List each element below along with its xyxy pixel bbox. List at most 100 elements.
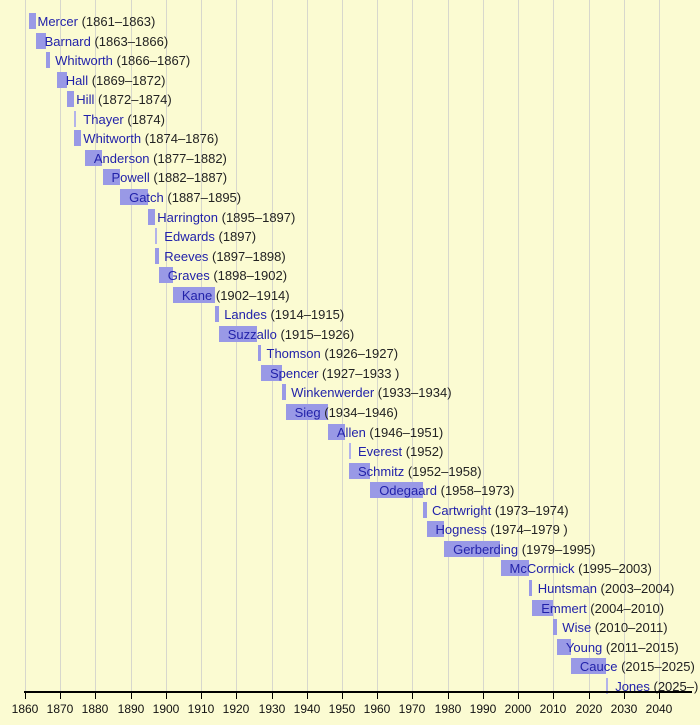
president-name[interactable]: Edwards — [164, 229, 215, 245]
president-name[interactable]: Whitworth — [83, 131, 142, 147]
axis-tick-label: 1930 — [258, 702, 286, 716]
president-name[interactable]: Reeves — [164, 248, 209, 264]
president-name[interactable]: Spencer — [270, 365, 319, 381]
president-name[interactable]: Landes — [224, 307, 267, 323]
axis-tick-label: 2020 — [575, 702, 603, 716]
term-bar — [155, 247, 159, 264]
president-name[interactable]: Kane — [181, 287, 213, 303]
term-years: (1874) — [123, 111, 165, 127]
axis-tick — [483, 693, 484, 699]
president-name[interactable]: Powell — [111, 170, 150, 186]
president-name[interactable]: Sieg — [294, 405, 321, 420]
timeline-row-label: Anderson (1877–1882) — [94, 151, 227, 166]
timeline-row-label: Harrington (1895–1897) — [157, 210, 295, 225]
term-bar — [158, 267, 173, 284]
term-bar — [532, 599, 554, 616]
timeline-row-label: Suzzallo (1915–1926) — [228, 327, 354, 342]
timeline-row-label: Hogness (1974–1979 ) — [436, 522, 568, 537]
axis-tick-label: 1870 — [46, 702, 74, 716]
term-bar — [423, 501, 427, 518]
term-bar — [56, 71, 68, 88]
president-name[interactable]: Thomson — [266, 346, 321, 362]
term-bar — [28, 13, 36, 29]
term-bar — [46, 52, 50, 69]
president-name[interactable]: Graves — [167, 268, 210, 284]
term-years: (2010–2011) — [591, 620, 668, 636]
term-years: (2015–2025) — [617, 659, 695, 675]
president-name[interactable]: Cauce — [579, 659, 618, 675]
term-bar — [172, 286, 216, 303]
term-years: (1952) — [402, 444, 444, 460]
timeline-row-label: Powell (1882–1887) — [112, 170, 228, 185]
timeline-row-label: Cartwright (1973–1974) — [432, 503, 569, 518]
president-name[interactable]: Wise — [562, 620, 592, 636]
president-name[interactable]: Allen — [336, 424, 366, 440]
president-name[interactable]: Everest — [358, 444, 403, 460]
axis-tick-label: 1960 — [363, 702, 391, 716]
timeline-row-label: Thomson (1926–1927) — [267, 346, 399, 361]
president-name[interactable]: Huntsman — [537, 581, 597, 596]
president-name[interactable]: Cartwright — [432, 502, 492, 518]
president-name[interactable]: Gerberding — [453, 541, 519, 557]
decade-gridline — [589, 0, 590, 692]
term-years: (1863–1866) — [90, 33, 169, 49]
timeline-row-label: Emmert (2004–2010) — [541, 601, 664, 616]
president-name[interactable]: Schmitz — [358, 463, 405, 479]
axis-tick — [272, 693, 273, 699]
president-name[interactable]: Barnard — [44, 33, 91, 49]
axis-tick — [60, 693, 61, 699]
term-years: (1974–1979 ) — [486, 522, 568, 538]
president-name[interactable]: Mercer — [37, 14, 78, 29]
term-bar — [74, 130, 82, 147]
president-name[interactable]: Young — [565, 639, 603, 655]
axis-tick-label: 1900 — [152, 702, 180, 716]
term-bar — [285, 404, 328, 420]
term-years: (2025–) — [649, 678, 699, 694]
president-name[interactable]: Emmert — [541, 600, 587, 616]
decade-gridline — [483, 0, 484, 692]
president-name[interactable]: McCormick — [509, 561, 575, 577]
timeline-row-label: Thayer (1874) — [83, 112, 165, 127]
term-bar — [500, 560, 529, 577]
timeline-row-label: Allen (1946–1951) — [337, 425, 443, 440]
axis-tick-label: 1950 — [328, 702, 356, 716]
president-name[interactable]: Winkenwerder — [291, 385, 375, 401]
timeline-row-label: Kane (1902–1914) — [182, 288, 290, 303]
term-years: (1861–1863) — [77, 14, 156, 29]
axis-tick-label: 2010 — [539, 702, 567, 716]
president-name[interactable]: Gatch — [129, 190, 164, 205]
decade-gridline — [307, 0, 308, 692]
term-years: (1897) — [214, 229, 257, 245]
president-name[interactable]: Hill — [76, 92, 95, 108]
term-bar — [553, 619, 557, 636]
decade-gridline — [518, 0, 519, 692]
axis-tick — [342, 693, 343, 699]
decade-gridline — [553, 0, 554, 692]
president-name[interactable]: Hogness — [435, 522, 487, 538]
president-name[interactable]: Anderson — [93, 150, 150, 166]
axis-tick — [448, 693, 449, 699]
decade-gridline — [236, 0, 237, 692]
term-bar — [556, 638, 571, 655]
axis-tick-label: 1980 — [434, 702, 462, 716]
term-years: (1915–1926) — [276, 326, 355, 342]
president-name[interactable]: Suzzallo — [227, 326, 277, 342]
decade-gridline — [448, 0, 449, 692]
timeline-row-label: McCormick (1995–2003) — [510, 561, 652, 576]
axis-tick-label: 1920 — [222, 702, 250, 716]
president-name[interactable]: Jones — [615, 678, 650, 694]
president-name[interactable]: Hall — [65, 72, 89, 88]
president-name[interactable]: Whitworth — [55, 53, 113, 69]
president-name[interactable]: Odegaard — [379, 483, 438, 499]
decade-gridline — [624, 0, 625, 692]
timeline-row-label: Reeves (1897–1898) — [164, 249, 285, 264]
term-years: (2011–2015) — [602, 639, 679, 655]
timeline-row-label: Hill (1872–1874) — [76, 92, 171, 107]
timeline-row-label: Wise (2010–2011) — [562, 620, 667, 635]
president-name[interactable]: Harrington — [157, 209, 218, 225]
decade-gridline — [342, 0, 343, 692]
axis-tick-label: 1940 — [293, 702, 321, 716]
timeline-row-label: Edwards (1897) — [164, 229, 256, 244]
term-years: (1898–1902) — [209, 268, 288, 284]
president-name[interactable]: Thayer — [83, 111, 124, 127]
